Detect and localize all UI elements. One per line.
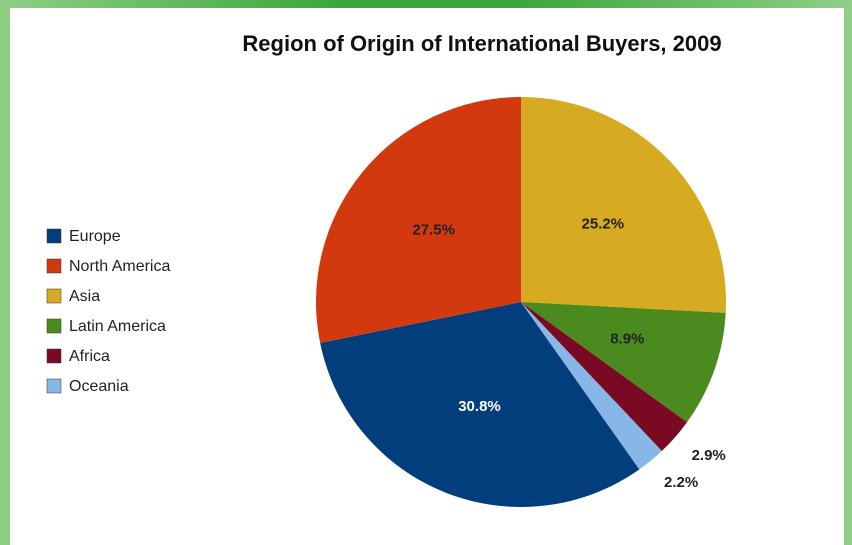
legend-label: Africa (69, 348, 110, 365)
legend-swatch (46, 288, 62, 304)
data-label: 8.9% (610, 331, 644, 348)
legend-label: Latin America (69, 318, 166, 335)
pie-slice (521, 302, 662, 470)
data-label: 2.2% (664, 474, 698, 491)
data-label: 30.8% (458, 398, 501, 415)
legend-swatch (46, 258, 62, 274)
data-label: 2.9% (692, 447, 726, 464)
legend-label: Europe (69, 228, 121, 245)
pie-slice (521, 302, 688, 451)
pie-slice (316, 97, 521, 344)
chart-title: Region of Origin of International Buyers… (242, 31, 721, 56)
data-label: 27.5% (412, 222, 455, 239)
pie-slice (521, 97, 726, 313)
legend-swatch (46, 348, 62, 364)
legend-label: Oceania (69, 378, 129, 395)
legend-swatch (46, 228, 62, 244)
legend-label: North America (69, 258, 170, 275)
pie-slice (521, 302, 726, 423)
legend-swatch (46, 318, 62, 334)
pie-slice (320, 302, 640, 507)
legend-label: Asia (69, 288, 100, 305)
data-label: 25.2% (582, 215, 625, 232)
legend-swatch (46, 378, 62, 394)
